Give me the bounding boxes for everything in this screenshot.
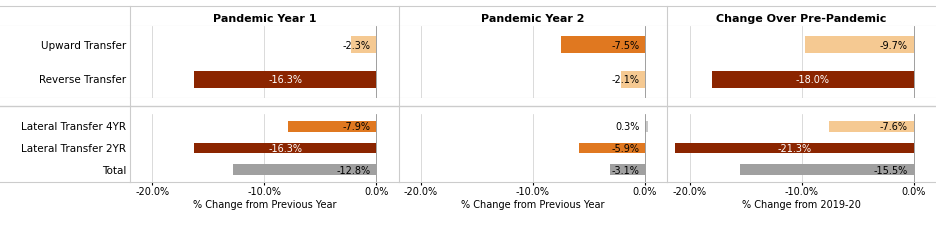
Text: Lateral Transfer 4YR: Lateral Transfer 4YR [22,121,126,131]
Bar [805,37,914,54]
Text: -2.1%: -2.1% [611,75,639,85]
Text: Change Over Pre-Pandemic: Change Over Pre-Pandemic [716,14,886,24]
X-axis label: % Change from Previous Year: % Change from Previous Year [193,199,336,209]
Text: 0.3%: 0.3% [615,121,639,131]
Bar [561,37,645,54]
Bar [712,71,914,88]
Bar [288,121,376,132]
Bar [675,143,914,154]
Text: -2.3%: -2.3% [343,41,371,51]
Text: -18.0%: -18.0% [796,75,830,85]
Text: -7.6%: -7.6% [880,121,908,131]
Text: -3.1%: -3.1% [611,165,639,175]
Text: Reverse Transfer: Reverse Transfer [39,75,126,85]
X-axis label: % Change from 2019-20: % Change from 2019-20 [742,199,861,209]
Text: Upward Transfer: Upward Transfer [41,41,126,51]
Text: -12.8%: -12.8% [337,165,371,175]
Bar [828,121,914,132]
Text: Lateral Transfer 2YR: Lateral Transfer 2YR [22,143,126,153]
Text: -15.5%: -15.5% [874,165,908,175]
Bar [740,165,914,176]
Text: Total: Total [102,165,126,175]
Text: -16.3%: -16.3% [268,143,302,153]
Text: -16.3%: -16.3% [268,75,302,85]
Text: -9.7%: -9.7% [880,41,908,51]
Text: Pandemic Year 2: Pandemic Year 2 [481,14,585,24]
Bar [194,143,376,154]
Text: Pandemic Year 1: Pandemic Year 1 [212,14,316,24]
Text: -21.3%: -21.3% [777,143,812,153]
Bar [233,165,376,176]
Bar [610,165,645,176]
Bar [622,71,645,88]
Text: -7.5%: -7.5% [611,41,639,51]
Bar [350,37,376,54]
Bar [194,71,376,88]
Text: -7.9%: -7.9% [343,121,371,131]
Text: -5.9%: -5.9% [611,143,639,153]
X-axis label: % Change from Previous Year: % Change from Previous Year [461,199,605,209]
Bar [645,121,649,132]
Bar [578,143,645,154]
